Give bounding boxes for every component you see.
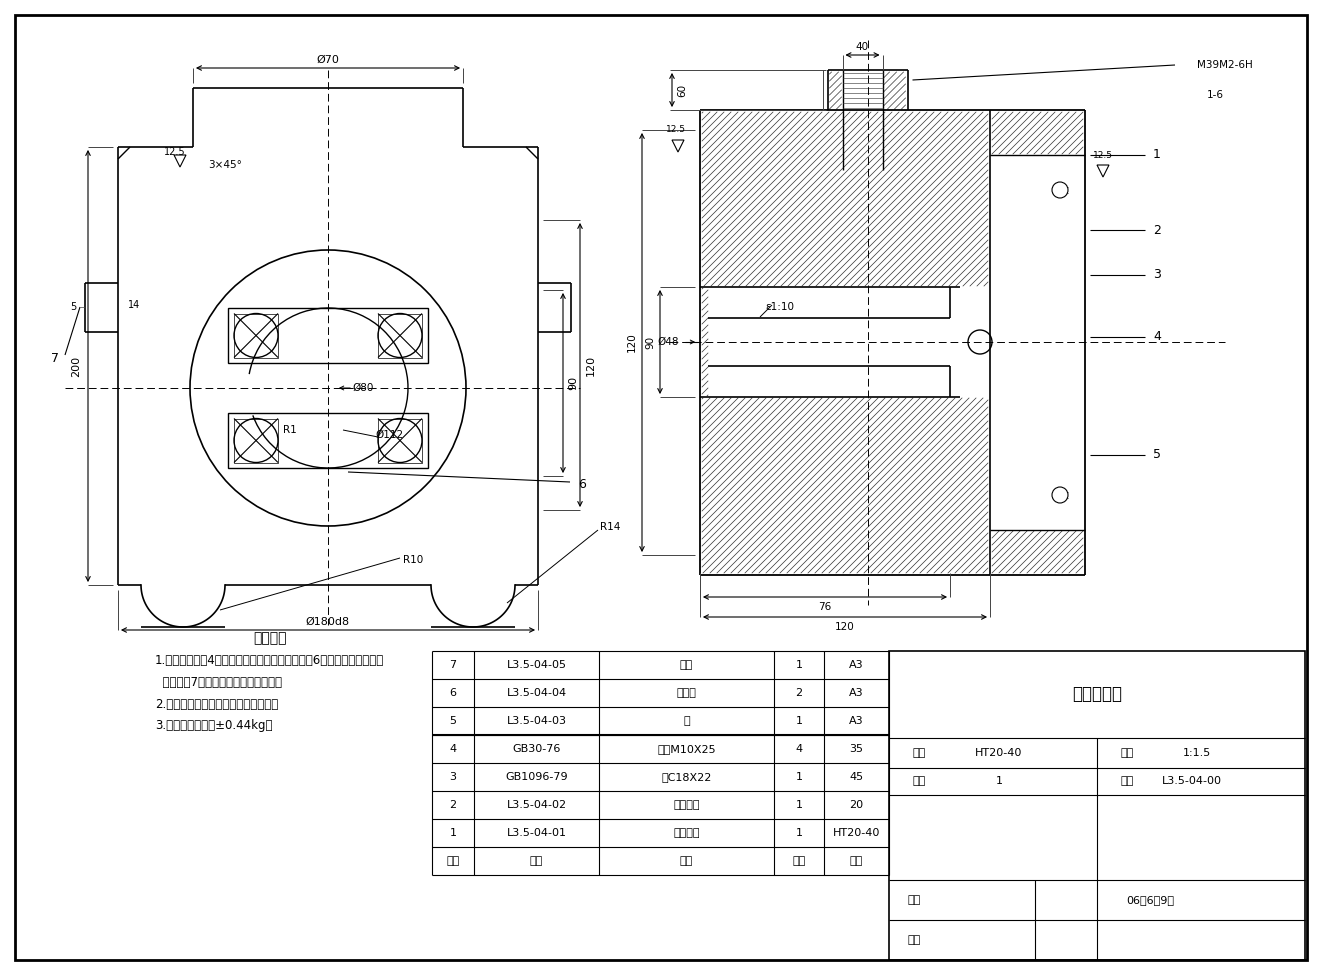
Text: 40: 40 bbox=[855, 42, 869, 52]
Text: 120: 120 bbox=[627, 332, 637, 352]
Text: 键C18X22: 键C18X22 bbox=[661, 772, 711, 782]
Bar bbox=[234, 418, 278, 462]
Text: Ø48: Ø48 bbox=[657, 337, 678, 347]
Text: 4: 4 bbox=[796, 744, 802, 754]
Text: 200: 200 bbox=[71, 356, 81, 376]
Text: 120: 120 bbox=[586, 355, 596, 375]
Text: 螺栓M10X25: 螺栓M10X25 bbox=[657, 744, 715, 754]
Text: GB30-76: GB30-76 bbox=[513, 744, 561, 754]
Circle shape bbox=[1052, 487, 1068, 503]
Text: 120: 120 bbox=[836, 622, 855, 632]
Text: 1: 1 bbox=[449, 828, 456, 838]
Text: 5: 5 bbox=[449, 716, 456, 726]
Text: 12.5: 12.5 bbox=[666, 126, 686, 135]
Text: Ø112: Ø112 bbox=[375, 430, 405, 440]
Text: 7: 7 bbox=[449, 660, 456, 670]
Text: 材料: 材料 bbox=[912, 748, 925, 758]
Text: 数量: 数量 bbox=[912, 776, 925, 787]
Text: 1-6: 1-6 bbox=[1207, 90, 1223, 100]
Text: 数量: 数量 bbox=[792, 856, 805, 866]
Text: L3.5-04-03: L3.5-04-03 bbox=[506, 716, 567, 726]
Text: M39M2-6H: M39M2-6H bbox=[1198, 60, 1253, 70]
Text: 06年6月9日: 06年6月9日 bbox=[1126, 895, 1174, 905]
Text: 1: 1 bbox=[796, 716, 802, 726]
Text: 5: 5 bbox=[1153, 448, 1161, 461]
Text: ε1:10: ε1:10 bbox=[765, 302, 795, 312]
Text: 1: 1 bbox=[796, 828, 802, 838]
Text: 90: 90 bbox=[568, 376, 578, 390]
Text: Ø80: Ø80 bbox=[352, 383, 374, 393]
Text: A3: A3 bbox=[849, 688, 863, 698]
Text: 止动片: 止动片 bbox=[677, 688, 697, 698]
Text: R14: R14 bbox=[600, 522, 620, 532]
Text: 45: 45 bbox=[850, 772, 863, 782]
Text: 3: 3 bbox=[449, 772, 456, 782]
Text: 7: 7 bbox=[52, 352, 59, 365]
Text: 名称: 名称 bbox=[680, 856, 693, 866]
Text: 90: 90 bbox=[645, 335, 654, 349]
Text: R10: R10 bbox=[403, 555, 423, 565]
Text: HT20-40: HT20-40 bbox=[976, 748, 1023, 758]
Text: 2: 2 bbox=[796, 688, 802, 698]
Text: 审核: 审核 bbox=[907, 935, 920, 945]
Text: 20: 20 bbox=[850, 800, 863, 810]
Text: A3: A3 bbox=[849, 660, 863, 670]
Text: Ø70: Ø70 bbox=[316, 55, 340, 65]
Text: L3.5-04-04: L3.5-04-04 bbox=[506, 688, 567, 698]
Text: 丝堵: 丝堵 bbox=[680, 660, 693, 670]
Text: 1: 1 bbox=[995, 776, 1002, 787]
Bar bbox=[378, 314, 422, 358]
Text: 1:1.5: 1:1.5 bbox=[1183, 748, 1211, 758]
Text: 技术要求: 技术要求 bbox=[254, 631, 287, 645]
Text: 12.5: 12.5 bbox=[1093, 150, 1113, 160]
Text: 十字头销: 十字头销 bbox=[673, 800, 699, 810]
Text: 3: 3 bbox=[1153, 268, 1161, 282]
Text: 1: 1 bbox=[1153, 148, 1161, 162]
Text: 比例: 比例 bbox=[1120, 748, 1134, 758]
Text: 5: 5 bbox=[70, 302, 77, 312]
Text: 1: 1 bbox=[796, 660, 802, 670]
Text: 14: 14 bbox=[128, 300, 140, 310]
Text: L3.5-04-01: L3.5-04-01 bbox=[506, 828, 567, 838]
Text: 35: 35 bbox=[850, 744, 863, 754]
Text: L3.5-04-02: L3.5-04-02 bbox=[506, 800, 567, 810]
Bar bbox=[227, 413, 428, 468]
Bar bbox=[234, 314, 278, 358]
Text: A3: A3 bbox=[849, 716, 863, 726]
Text: 堵（序号7）旋紧后冲率，以防松动。: 堵（序号7）旋紧后冲率，以防松动。 bbox=[155, 676, 282, 688]
Text: 76: 76 bbox=[818, 602, 832, 612]
Text: 3.重量偏差不超过±0.44kg。: 3.重量偏差不超过±0.44kg。 bbox=[155, 720, 272, 732]
Text: 序号: 序号 bbox=[447, 856, 460, 866]
Text: 盖: 盖 bbox=[683, 716, 690, 726]
Text: 2.组装时应保证油孔对正，油路畅通。: 2.组装时应保证油孔对正，油路畅通。 bbox=[155, 697, 278, 711]
Text: 十字头体: 十字头体 bbox=[673, 828, 699, 838]
Text: 1: 1 bbox=[796, 772, 802, 782]
Text: 1.待螺栓（序号4）全部旋紧后，将止动片（序号6）与螺旋头帖合，丝: 1.待螺栓（序号4）全部旋紧后，将止动片（序号6）与螺旋头帖合，丝 bbox=[155, 653, 385, 667]
Text: 4: 4 bbox=[449, 744, 456, 754]
Text: 制图: 制图 bbox=[907, 895, 920, 905]
Text: 3×45°: 3×45° bbox=[208, 160, 242, 170]
Text: HT20-40: HT20-40 bbox=[833, 828, 880, 838]
Text: 6: 6 bbox=[449, 688, 456, 698]
Text: L3.5-04-05: L3.5-04-05 bbox=[506, 660, 567, 670]
Text: 4: 4 bbox=[1153, 331, 1161, 343]
Text: GB1096-79: GB1096-79 bbox=[505, 772, 568, 782]
Text: 6: 6 bbox=[578, 479, 586, 491]
Bar bbox=[227, 308, 428, 363]
Text: 十字头部件: 十字头部件 bbox=[1072, 685, 1122, 704]
Text: L3.5-04-00: L3.5-04-00 bbox=[1162, 776, 1222, 787]
Text: 12.5: 12.5 bbox=[164, 147, 186, 157]
Text: 图号: 图号 bbox=[1120, 776, 1134, 787]
Text: 2: 2 bbox=[449, 800, 456, 810]
Text: 代号: 代号 bbox=[530, 856, 543, 866]
Text: Ø180d8: Ø180d8 bbox=[305, 617, 350, 627]
Text: 材料: 材料 bbox=[850, 856, 863, 866]
Bar bbox=[378, 418, 422, 462]
Circle shape bbox=[1052, 182, 1068, 198]
Text: 1: 1 bbox=[796, 800, 802, 810]
Text: R1: R1 bbox=[283, 425, 297, 435]
Text: 2: 2 bbox=[1153, 223, 1161, 237]
Text: 60: 60 bbox=[677, 84, 687, 97]
Bar bbox=[888, 651, 1305, 960]
